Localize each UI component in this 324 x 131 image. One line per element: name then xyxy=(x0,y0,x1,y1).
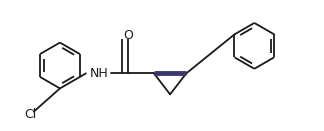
Text: O: O xyxy=(123,29,133,42)
Text: Cl: Cl xyxy=(25,108,37,121)
Text: NH: NH xyxy=(89,67,108,80)
